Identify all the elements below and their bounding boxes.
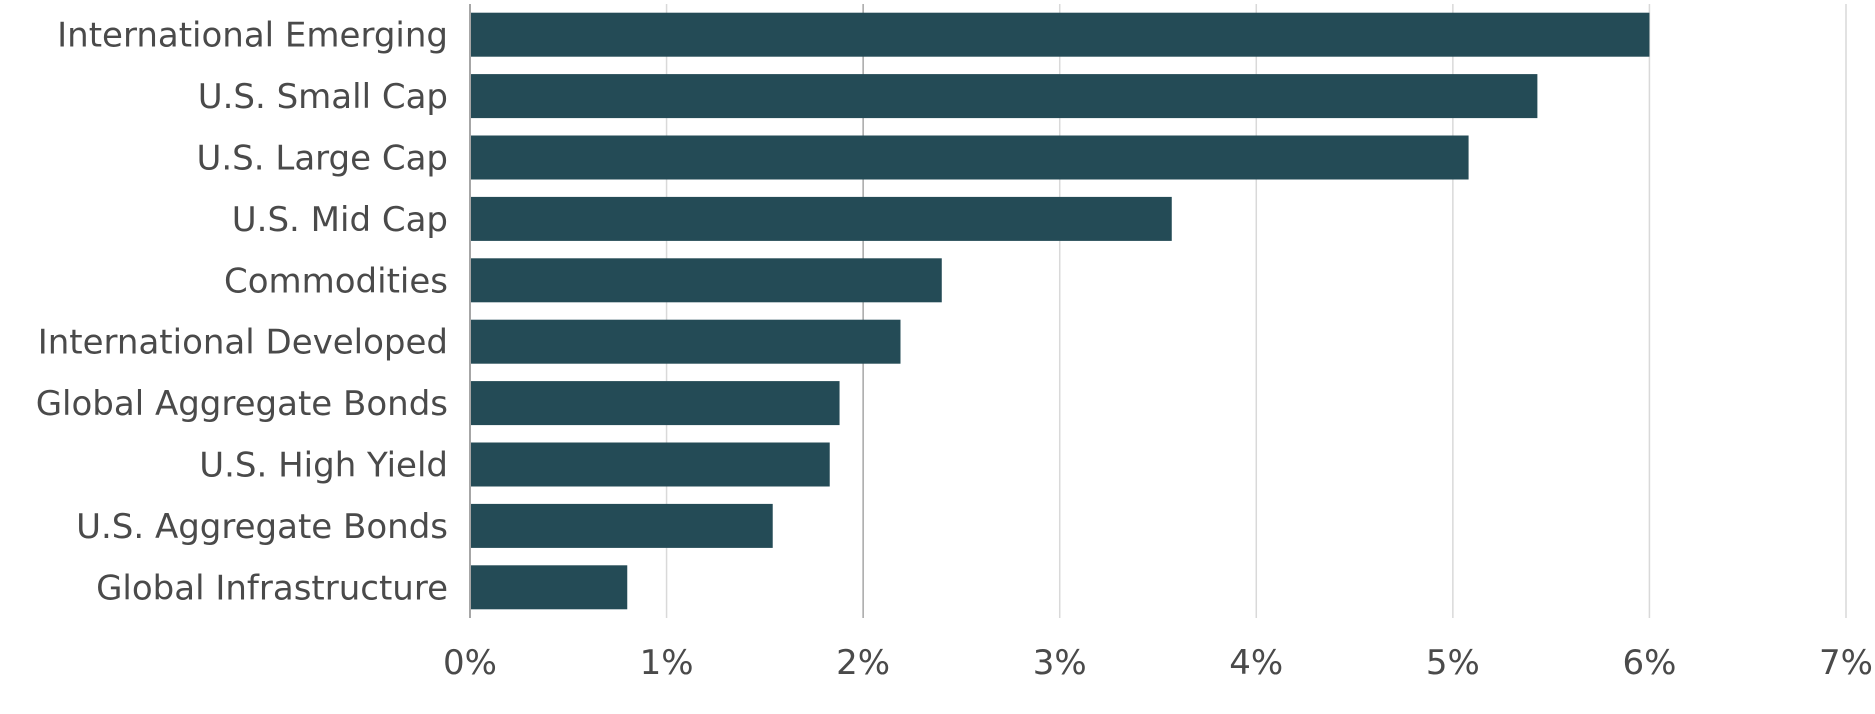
category-label: Commodities — [224, 261, 448, 301]
bar-5 — [470, 319, 901, 364]
x-tick-label: 5% — [1426, 643, 1480, 683]
category-label: International Emerging — [57, 16, 448, 56]
bar-8 — [470, 503, 773, 548]
category-label: U.S. High Yield — [199, 446, 448, 486]
x-tick-label: 1% — [640, 643, 694, 683]
x-tick-label: 7% — [1819, 643, 1873, 683]
bar-3 — [470, 196, 1172, 241]
x-tick-label: 3% — [1033, 643, 1087, 683]
bar-2 — [470, 135, 1469, 180]
x-tick-label: 0% — [443, 643, 497, 683]
bar-4 — [470, 258, 942, 303]
category-label: Global Infrastructure — [96, 568, 448, 608]
bar-6 — [470, 381, 840, 426]
x-tick-label: 6% — [1622, 643, 1676, 683]
bar-7 — [470, 442, 830, 487]
x-tick-label: 2% — [836, 643, 890, 683]
x-tick-label: 4% — [1229, 643, 1283, 683]
category-label: International Developed — [38, 323, 448, 363]
category-label: U.S. Aggregate Bonds — [76, 507, 448, 547]
category-label: Global Aggregate Bonds — [36, 384, 448, 424]
bar-9 — [470, 565, 628, 610]
category-label: U.S. Large Cap — [196, 139, 448, 179]
bar-1 — [470, 74, 1538, 119]
x-tick-labels: 0% 1% 2% 3% 4% 5% 6% 7% — [443, 643, 1873, 683]
category-label: U.S. Mid Cap — [232, 200, 448, 240]
bars — [470, 12, 1650, 610]
category-label: U.S. Small Cap — [198, 77, 448, 117]
category-labels: International Emerging U.S. Small Cap U.S.… — [36, 16, 448, 609]
bar-0 — [470, 12, 1650, 57]
